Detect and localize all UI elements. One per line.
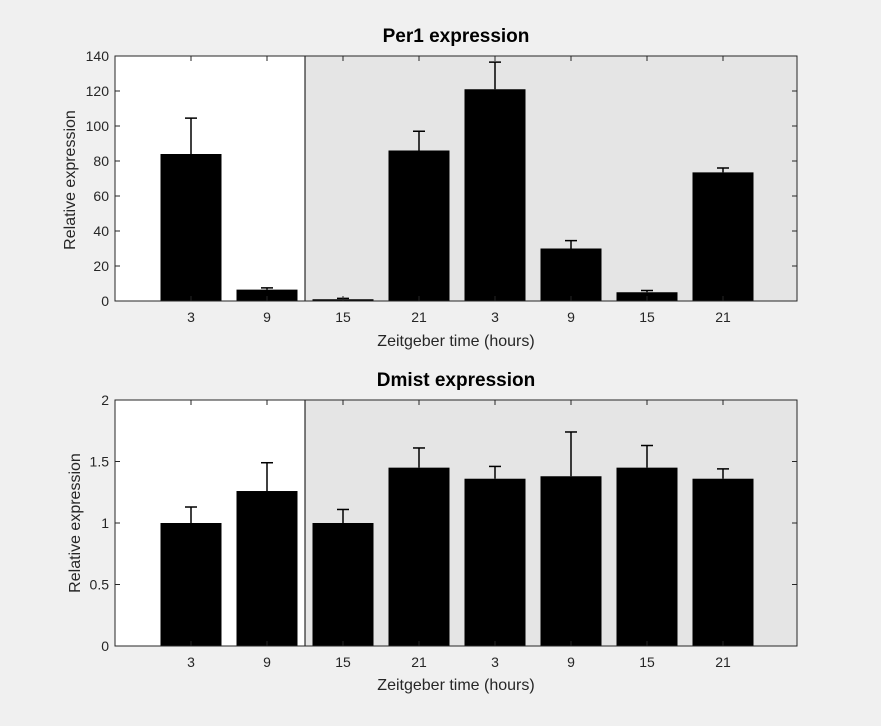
dmist-x-axis-label: Zeitgeber time (hours) xyxy=(377,677,534,694)
dmist-y-tick-label: 1.5 xyxy=(90,454,110,470)
per1-x-tick-label: 3 xyxy=(491,309,499,325)
per1-y-tick-label: 0 xyxy=(101,293,109,309)
per1-x-tick-label: 21 xyxy=(715,309,731,325)
dmist-bar xyxy=(312,523,374,646)
per1-x-tick-label: 15 xyxy=(335,309,351,325)
per1-y-tick-label: 40 xyxy=(93,223,109,239)
per1-x-tick-label: 9 xyxy=(567,309,575,325)
dmist-bar xyxy=(160,523,222,646)
per1-chart-title: Per1 expression xyxy=(383,26,530,47)
per1-x-tick-label: 21 xyxy=(411,309,427,325)
dmist-x-tick-label: 9 xyxy=(263,654,271,670)
per1-y-axis-label: Relative expression xyxy=(62,110,79,250)
per1-y-tick-label: 60 xyxy=(93,188,109,204)
dmist-bar xyxy=(540,476,602,646)
per1-bar xyxy=(464,89,526,301)
per1-y-tick-label: 140 xyxy=(86,48,110,64)
per1-x-tick-label: 9 xyxy=(263,309,271,325)
dmist-x-tick-label: 3 xyxy=(491,654,499,670)
dmist-bar xyxy=(236,491,298,646)
dmist-bar xyxy=(464,478,526,646)
dmist-x-tick-label: 21 xyxy=(715,654,731,670)
dmist-y-axis-label: Relative expression xyxy=(67,453,84,593)
dmist-x-tick-label: 9 xyxy=(567,654,575,670)
per1-y-tick-label: 80 xyxy=(93,153,109,169)
per1-x-tick-label: 3 xyxy=(187,309,195,325)
per1-x-tick-label: 15 xyxy=(639,309,655,325)
dmist-y-tick-label: 1 xyxy=(101,515,109,531)
dmist-x-tick-label: 21 xyxy=(411,654,427,670)
dmist-chart-title: Dmist expression xyxy=(377,370,535,391)
dmist-bar xyxy=(692,478,754,646)
dmist-y-tick-label: 0 xyxy=(101,638,109,654)
per1-y-tick-label: 100 xyxy=(86,118,110,134)
per1-bar xyxy=(236,289,298,301)
per1-y-tick-label: 120 xyxy=(86,83,110,99)
per1-bar xyxy=(692,172,754,301)
per1-bar xyxy=(388,150,450,301)
dmist-x-tick-label: 15 xyxy=(335,654,351,670)
dmist-bar xyxy=(388,467,450,646)
per1-bar xyxy=(540,248,602,301)
dmist-y-tick-label: 0.5 xyxy=(90,577,110,593)
per1-x-axis-label: Zeitgeber time (hours) xyxy=(377,333,534,350)
dmist-x-tick-label: 3 xyxy=(187,654,195,670)
dmist-y-tick-label: 2 xyxy=(101,392,109,408)
per1-bar xyxy=(160,154,222,301)
dmist-bar xyxy=(616,467,678,646)
dmist-chart: Dmist expression Zeitgeber time (hours) … xyxy=(67,370,798,694)
per1-chart: Per1 expression Zeitgeber time (hours) R… xyxy=(62,26,798,350)
per1-y-tick-label: 20 xyxy=(93,258,109,274)
dmist-x-tick-label: 15 xyxy=(639,654,655,670)
per1-axes-box xyxy=(114,55,798,302)
